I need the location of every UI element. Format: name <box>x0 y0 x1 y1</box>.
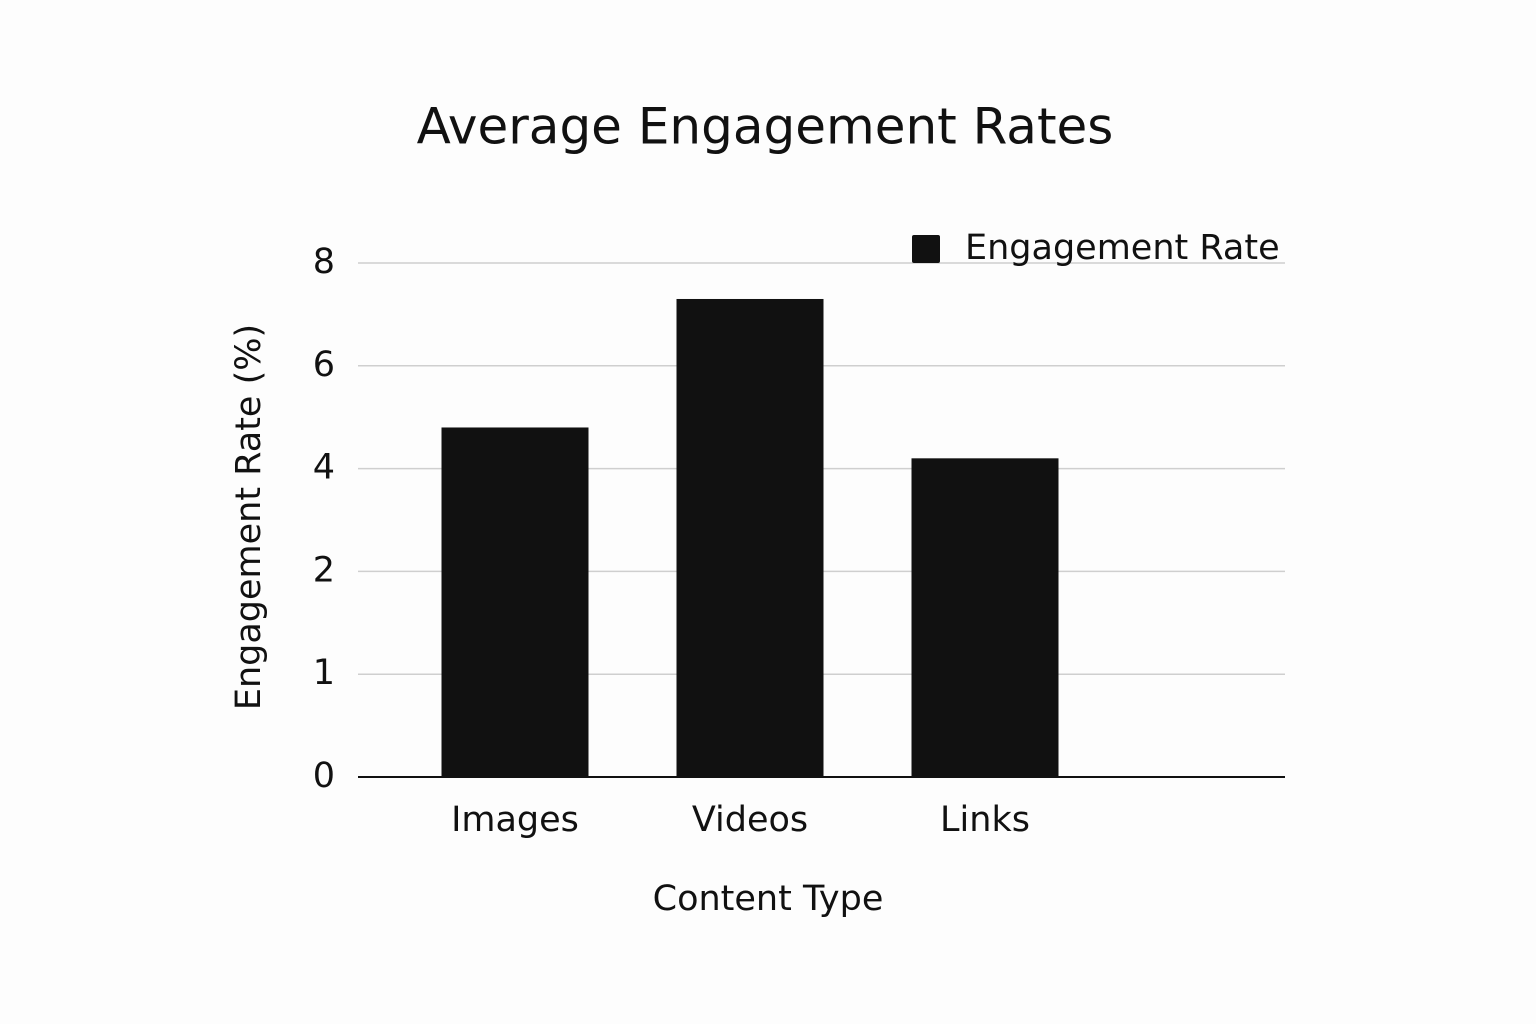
legend-label: Engagement Rate <box>965 228 1280 268</box>
x-tick-label: Links <box>940 800 1030 840</box>
x-axis-label: Content Type <box>653 879 884 919</box>
bar <box>676 298 824 777</box>
y-tick-label: 2 <box>313 550 335 590</box>
y-tick-label: 8 <box>313 242 335 282</box>
y-tick-label: 1 <box>313 653 335 693</box>
bar <box>441 427 589 777</box>
legend-swatch <box>912 235 940 263</box>
x-tick-label: Images <box>451 800 579 840</box>
y-tick-label: 6 <box>313 345 335 385</box>
y-tick-label: 0 <box>313 756 335 796</box>
bar <box>911 458 1059 777</box>
y-tick-label: 4 <box>313 448 335 488</box>
chart-title: Average Engagement Rates <box>417 98 1114 156</box>
x-tick-label: Videos <box>692 800 808 840</box>
y-axis-label: Engagement Rate (%) <box>229 324 269 710</box>
